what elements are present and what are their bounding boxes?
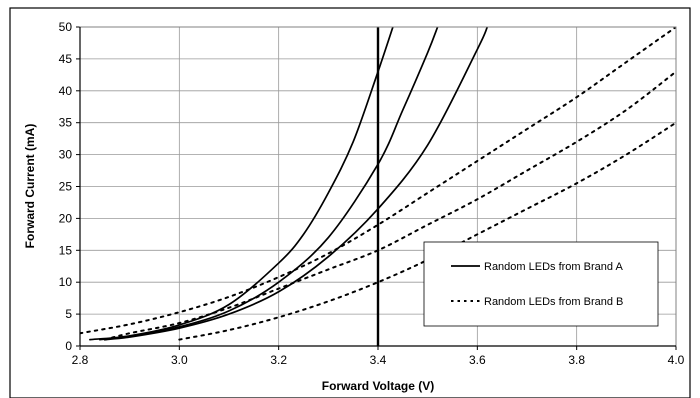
y-tick-label: 0	[65, 339, 72, 353]
series-layer	[80, 27, 676, 346]
x-tick-label: 3.0	[171, 353, 188, 367]
legend-label-brand-a: Random LEDs from Brand A	[484, 261, 623, 273]
legend-label-brand-b: Random LEDs from Brand B	[484, 296, 623, 308]
y-tick-label: 50	[59, 20, 73, 34]
series-line-brand-b-4	[80, 27, 676, 335]
legend: Random LEDs from Brand A Random LEDs fro…	[423, 241, 659, 327]
legend-box	[423, 241, 659, 327]
x-tick-label: 3.6	[469, 353, 486, 367]
x-tick-label: 4.0	[668, 353, 685, 367]
x-tick-label: 2.8	[72, 353, 89, 367]
x-axis-title: Forward Voltage (V)	[322, 379, 434, 393]
series-line-brand-a-1	[89, 27, 394, 341]
y-tick-label: 45	[59, 52, 73, 66]
y-tick-label: 20	[59, 211, 73, 225]
axes: 0 5 10 15 20 25 30 35 40 45 50 2.8 3.0 3.2 3.4 3.6 3.8 4.…	[59, 20, 685, 367]
y-tick-label: 30	[59, 148, 73, 162]
y-tick-label: 15	[59, 243, 73, 257]
y-tick-label: 5	[65, 307, 72, 321]
x-tick-label: 3.4	[370, 353, 387, 367]
x-tick-label: 3.8	[568, 353, 585, 367]
y-tick-label: 10	[59, 275, 73, 289]
y-tick-label: 40	[59, 84, 73, 98]
x-tick-label: 3.2	[270, 353, 287, 367]
y-tick-label: 25	[59, 180, 73, 194]
y-tick-label: 35	[59, 116, 73, 130]
y-axis-title: Forward Current (mA)	[23, 124, 37, 249]
series-line-brand-a-3	[103, 27, 489, 341]
